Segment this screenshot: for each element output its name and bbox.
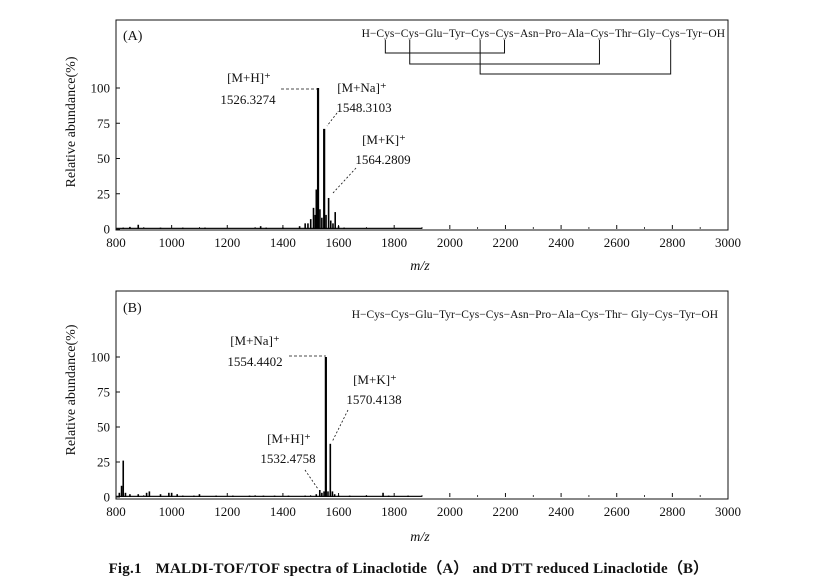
panel-a-annotations: [M+H]⁺ 1526.3274 [M+Na]⁺ 1548.3103 [M+K]… — [220, 70, 411, 194]
figure: (A) H−Cys−Cys−Glu−Tyr−Cys−Cys−Asn−Pro−Al… — [64, 19, 742, 545]
annotation-a-mk-mz: 1564.2809 — [355, 152, 410, 167]
panel-a-ytick-label: 100 — [91, 81, 111, 96]
panel-b-spectrum: (B) H−Cys−Cys−Glu−Tyr−Cys−Cys−Asn−Pro−Al… — [64, 290, 742, 545]
panel-a-ylabel: Relative abundance(%) — [64, 56, 79, 187]
panel-b-axes: 800 1000 1200 1400 1600 1800 2000 2200 2400 2600 2… — [91, 350, 742, 520]
panel-a-axes: 800 1000 1200 1400 1600 1800 2000 2200 2400 2600 2… — [91, 81, 742, 251]
panel-a-ytick-label: 25 — [97, 186, 110, 201]
disulfide-bond-bracket — [479, 40, 672, 75]
panel-a-label: (A) — [123, 29, 143, 44]
disulfide-bond-bracket — [384, 40, 506, 54]
panel-b-xtick-label: 2200 — [492, 504, 518, 519]
panel-a-peaks — [116, 88, 422, 229]
annotation-a-mna-ion: [M+Na]⁺ — [337, 80, 387, 95]
panel-a-spectrum: (A) H−Cys−Cys−Glu−Tyr−Cys−Cys−Asn−Pro−Al… — [64, 19, 742, 274]
panel-b-xtick-label: 1400 — [270, 504, 296, 519]
panel-a-xtick-label: 1600 — [326, 235, 352, 250]
panel-a-xlabel: m/z — [410, 259, 430, 274]
panel-b-xtick-label: 2400 — [548, 504, 574, 519]
panel-a-ytick-label: 0 — [104, 222, 111, 237]
panel-a-xtick-label: 2600 — [604, 235, 630, 250]
panel-a-xtick-label: 2800 — [659, 235, 685, 250]
annotation-b-mna-ion: [M+Na]⁺ — [230, 333, 280, 348]
panel-a-xtick-label: 1200 — [214, 235, 240, 250]
panel-b-ylabel: Relative abundance(%) — [64, 324, 79, 455]
annotation-a-mk-ion: [M+K]⁺ — [362, 132, 406, 147]
panel-b-xtick-label: 2800 — [659, 504, 685, 519]
panel-b-peaks — [116, 357, 422, 497]
panel-b-ytick-label: 0 — [104, 490, 111, 505]
panel-b-label: (B) — [123, 301, 142, 316]
panel-a-xtick-label: 2200 — [492, 235, 518, 250]
panel-a-xtick-label: 1800 — [381, 235, 407, 250]
panel-b-ytick-label: 50 — [97, 420, 110, 435]
annotation-b-mk-mz: 1570.4138 — [346, 392, 401, 407]
panel-a-sequence: H−Cys−Cys−Glu−Tyr−Cys−Cys−Asn−Pro−Ala−Cy… — [362, 28, 725, 40]
panel-b-sequence: H−Cys−Cys−Glu−Tyr−Cys−Cys−Asn−Pro−Ala−Cy… — [352, 309, 718, 321]
panel-a-xtick-label: 2400 — [548, 235, 574, 250]
annotation-a-mk-leader — [332, 167, 357, 194]
panel-a-disulfide-bonds — [384, 40, 672, 75]
panel-b-ytick-label: 75 — [97, 385, 110, 400]
panel-a-ytick-label: 50 — [97, 151, 110, 166]
annotation-b-mk-ion: [M+K]⁺ — [353, 372, 397, 387]
annotation-a-mna-mz: 1548.3103 — [336, 100, 391, 115]
panel-b-ytick-label: 100 — [91, 350, 111, 365]
annotation-b-mh-mz: 1532.4758 — [260, 451, 315, 466]
panel-b-xtick-label: 3000 — [715, 504, 741, 519]
panel-b-xtick-label: 2600 — [604, 504, 630, 519]
panel-b-xtick-label: 1000 — [159, 504, 185, 519]
panel-b-xtick-label: 800 — [106, 504, 126, 519]
panel-a-xtick-label: 3000 — [715, 235, 741, 250]
panel-a-frame — [115, 19, 729, 231]
figure-caption-text: MALDI-TOF/TOF spectra of Linaclotide（A） … — [155, 561, 709, 577]
disulfide-bond-bracket — [409, 40, 600, 65]
annotation-a-mna-leader — [326, 112, 338, 127]
annotation-b-mna-mz: 1554.4402 — [227, 354, 282, 369]
panel-a-xtick-label: 800 — [106, 235, 126, 250]
annotation-b-mk-leader — [331, 409, 349, 443]
figure-caption: Fig.1 MALDI-TOF/TOF spectra of Linaclotid… — [0, 557, 817, 578]
panel-b-xtick-label: 1200 — [214, 504, 240, 519]
annotation-b-mh-leader — [304, 469, 319, 490]
panel-a-xtick-label: 1400 — [270, 235, 296, 250]
panel-b-frame — [115, 290, 729, 500]
panel-b-xtick-label: 2000 — [437, 504, 463, 519]
annotation-a-mh-ion: [M+H]⁺ — [227, 70, 271, 85]
panel-a-ytick-label: 75 — [97, 116, 110, 131]
panel-b-xtick-label: 1800 — [381, 504, 407, 519]
panel-a-xtick-label: 1000 — [159, 235, 185, 250]
figure-caption-label: Fig.1 — [108, 561, 142, 577]
panel-b-xtick-label: 1600 — [326, 504, 352, 519]
panel-b-xlabel: m/z — [410, 530, 430, 545]
annotation-a-mh-mz: 1526.3274 — [220, 92, 276, 107]
panel-b-ytick-label: 25 — [97, 455, 110, 470]
panel-a-xtick-label: 2000 — [437, 235, 463, 250]
panel-b-annotations: [M+Na]⁺ 1554.4402 [M+K]⁺ 1570.4138 [M+H]… — [227, 333, 402, 490]
annotation-b-mh-ion: [M+H]⁺ — [267, 431, 311, 446]
